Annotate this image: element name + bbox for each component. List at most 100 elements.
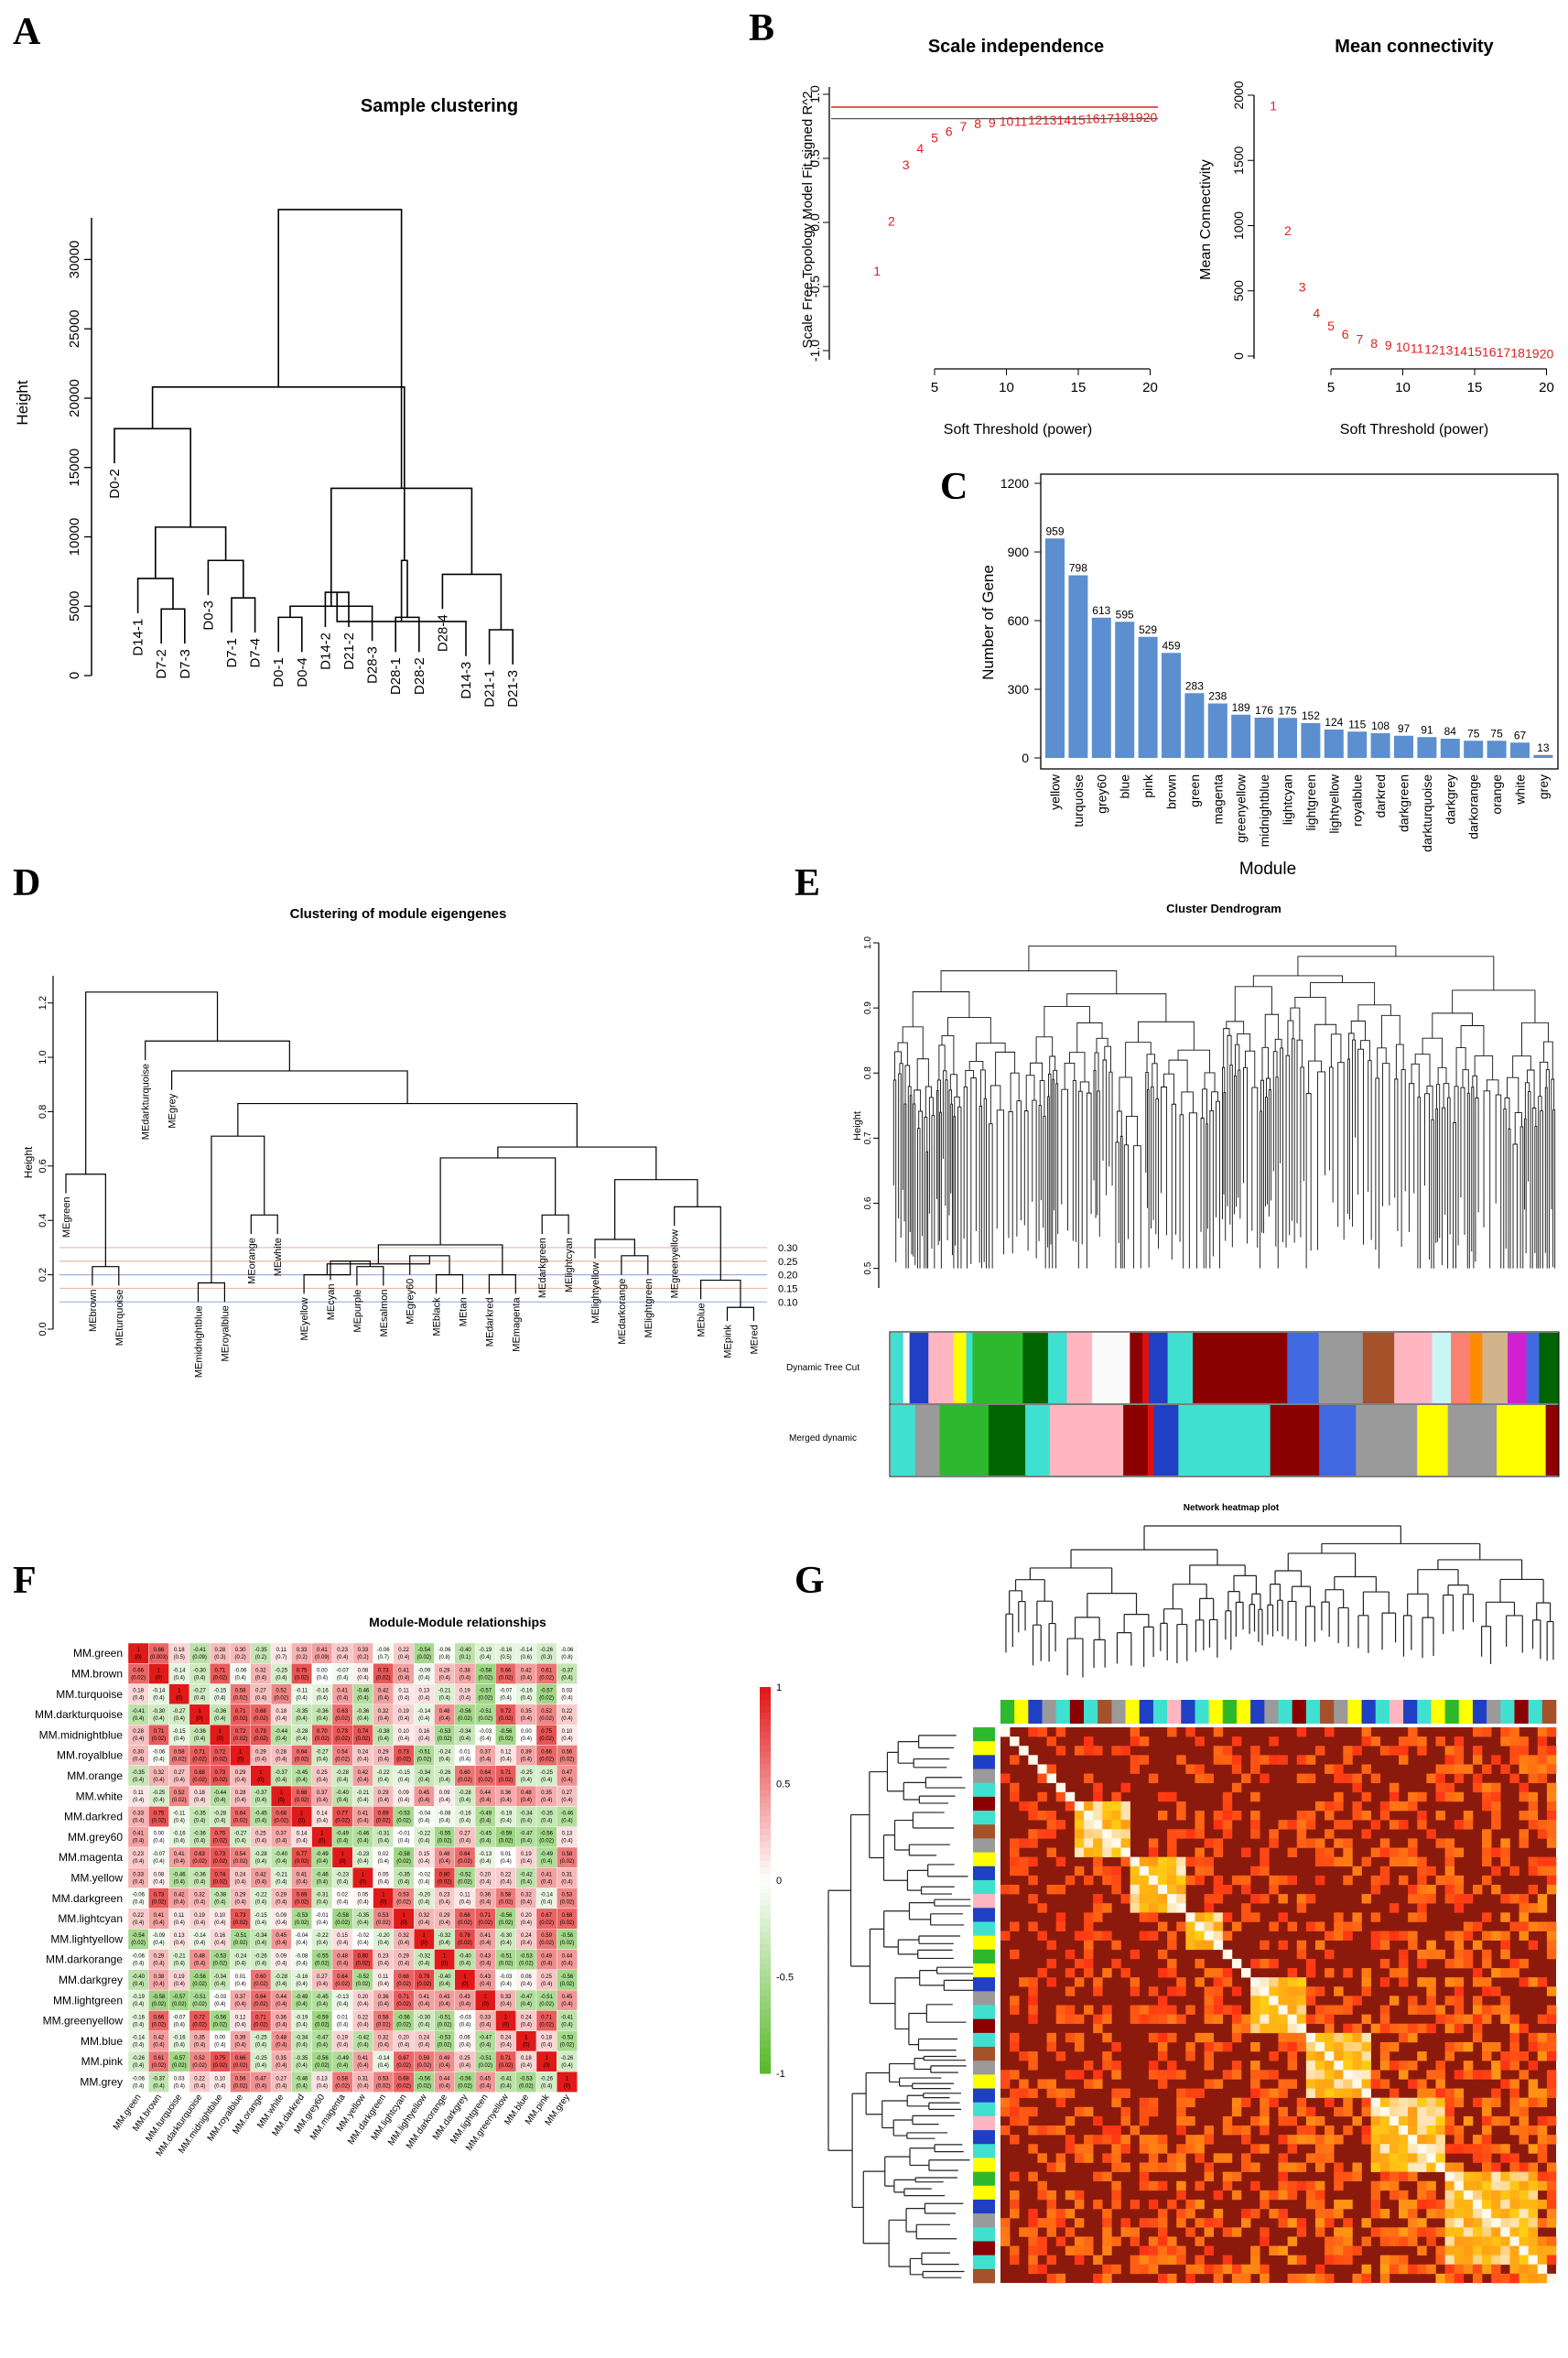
- heatmap-cell: [1314, 2199, 1325, 2210]
- cell-value: 0.49: [439, 2056, 450, 2061]
- cell-value: 0.02: [337, 1893, 348, 1898]
- heatmap-cell: [1185, 2005, 1195, 2015]
- module-color-block: [973, 1894, 995, 1909]
- heatmap-cell: [1157, 2227, 1168, 2237]
- heatmap-cell: [1389, 2061, 1400, 2071]
- cell-value: -0.59: [316, 2015, 329, 2020]
- cell-value: 0.33: [501, 1995, 512, 2000]
- cell-value: -0.16: [173, 2036, 186, 2041]
- point-label: 12: [1028, 113, 1043, 127]
- heatmap-cell: [1055, 2088, 1066, 2098]
- dendrogram-branch: [395, 616, 420, 653]
- heatmap-cell: [1343, 1755, 1353, 1765]
- colorbar-segment: [760, 2021, 771, 2029]
- cell-pvalue: (0.4): [521, 1879, 532, 1885]
- module-color-block: [1356, 1405, 1418, 1476]
- colorbar-segment: [760, 2015, 771, 2023]
- heatmap-cell: [1241, 1912, 1251, 1922]
- heatmap-cell: [1314, 2273, 1325, 2284]
- heatmap-cell: [557, 2071, 578, 2093]
- cell-value: -0.14: [540, 1893, 553, 1898]
- heatmap-cell: [1231, 2227, 1242, 2237]
- heatmap-cell: [1509, 1736, 1519, 1747]
- panel-g-title: Network heatmap plot: [1184, 1503, 1280, 1513]
- module-color-block: [1287, 1333, 1320, 1403]
- cell-pvalue: (0.4): [296, 1941, 307, 1946]
- heatmap-cell: [1269, 1875, 1279, 1886]
- cell-value: 0.23: [337, 1648, 348, 1653]
- cell-pvalue: (0.4): [500, 1859, 511, 1865]
- cell-value: 0.69: [378, 1811, 389, 1816]
- cell-pvalue: (0.4): [480, 1655, 491, 1660]
- module-color-block: [973, 2130, 995, 2145]
- cell-pvalue: (0.02): [560, 1982, 575, 1987]
- point-label: 11: [1014, 114, 1028, 128]
- dendrogram-branch: [330, 487, 473, 607]
- heatmap-cell: [1130, 1977, 1141, 1987]
- colorbar-segment: [760, 2060, 771, 2068]
- cell-pvalue: (0.4): [194, 1839, 205, 1844]
- cell-value: 0.48: [276, 2036, 287, 2041]
- heatmap-cell: [1444, 2014, 1455, 2025]
- heatmap-cell: [1093, 2115, 1103, 2126]
- y-tick-label: -1.0: [807, 340, 822, 362]
- heatmap-cell: [1167, 2061, 1177, 2071]
- cell-pvalue: (0.4): [214, 1920, 225, 1926]
- point-label: 15: [1071, 113, 1086, 127]
- cell-pvalue: (0.4): [418, 1798, 429, 1803]
- cell-value: -0.14: [418, 1709, 431, 1714]
- heatmap-cell: [1519, 2190, 1529, 2201]
- cell-value: 0.64: [480, 1770, 491, 1776]
- cell-pvalue: (0.4): [378, 2043, 389, 2049]
- heatmap-cell: [1491, 1811, 1501, 1821]
- heatmap-cell: [1325, 2023, 1335, 2034]
- heatmap-cell: [1185, 2144, 1195, 2154]
- heatmap-cell: [1010, 2209, 1020, 2219]
- heatmap-cell: [1314, 2005, 1325, 2015]
- cell-pvalue: (0.4): [418, 1839, 429, 1844]
- cell-pvalue: (0.4): [194, 1920, 205, 1926]
- cell-value: 0.41: [358, 2056, 369, 2061]
- cell-value: -0.53: [214, 1954, 227, 1960]
- cell-pvalue: (0.02): [172, 1758, 187, 1763]
- cell-value: 1: [484, 1995, 488, 2000]
- heatmap-cell: [1352, 1773, 1362, 1783]
- heatmap-cell: [1454, 2144, 1465, 2154]
- cell-value: 0.35: [194, 2036, 205, 2041]
- heatmap-cell: [1491, 1986, 1501, 1996]
- cell-value: 0.13: [174, 1933, 185, 1939]
- heatmap-cell: [1325, 2061, 1335, 2071]
- heatmap-cell: [1010, 2255, 1020, 2266]
- point-label: 7: [960, 119, 968, 134]
- heatmap-cell: [1389, 2180, 1400, 2191]
- colorbar-segment: [760, 1847, 771, 1855]
- heatmap-cell: [1528, 2079, 1539, 2089]
- cell-value: -0.06: [234, 1668, 247, 1673]
- heatmap-cell: [1269, 2023, 1279, 2034]
- bar: [1394, 735, 1413, 758]
- colorbar-segment: [760, 1732, 771, 1739]
- heatmap-cell: [1269, 2097, 1279, 2108]
- cell-pvalue: (0.2): [296, 1655, 307, 1660]
- heatmap-cell: [1537, 2171, 1548, 2182]
- heatmap-cell: [1435, 2199, 1445, 2210]
- leaf-label: D7-2: [154, 649, 169, 679]
- heatmap-cell: [1278, 2041, 1288, 2052]
- cell-pvalue: (0.4): [480, 2022, 491, 2028]
- heatmap-cell: [1472, 2209, 1483, 2219]
- cell-value: 1: [259, 1770, 263, 1776]
- module-color-block: [1432, 1333, 1452, 1403]
- heatmap-cell: [1037, 2125, 1047, 2136]
- heatmap-cell: [1417, 2088, 1427, 2098]
- heatmap-cell: [1509, 1894, 1519, 1904]
- y-tick-label: 0.8: [863, 1066, 873, 1079]
- heatmap-cell: [1417, 1875, 1427, 1886]
- heatmap-cell: [1519, 1903, 1529, 1913]
- heatmap-cell: [1046, 1773, 1056, 1783]
- heatmap-cell: [1010, 1996, 1020, 2006]
- heatmap-cell: [1148, 1866, 1159, 1877]
- cell-pvalue: (0.4): [378, 1696, 389, 1702]
- heatmap-cell: [1130, 1727, 1141, 1737]
- heatmap-cell: [1250, 2079, 1260, 2089]
- heatmap-cell: [1305, 1968, 1316, 1978]
